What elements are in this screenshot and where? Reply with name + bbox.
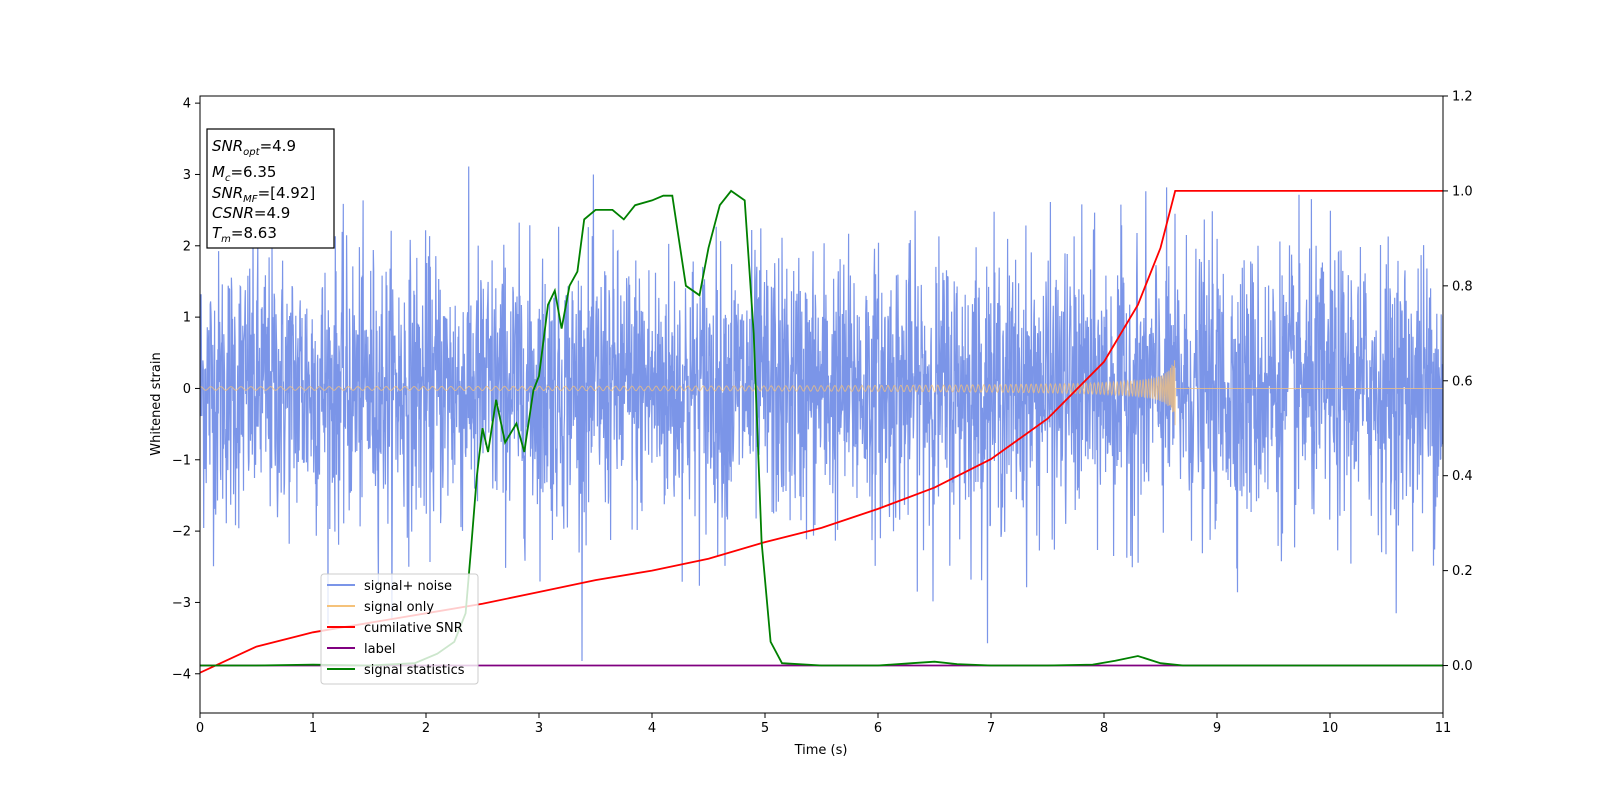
legend-label-signal-only: signal only: [364, 600, 434, 615]
signal-statistics-line: [200, 189, 1443, 667]
annotation-frame: [206, 128, 335, 249]
annotation-mc: Mc=6.35: [212, 163, 276, 184]
x-tick-label: 2: [422, 721, 430, 736]
annotation-csnr: CSNR=4.9: [212, 204, 290, 222]
y-tick-label: 4: [183, 97, 191, 112]
signal-only-line: [200, 360, 1443, 426]
x-tick-label: 4: [648, 721, 656, 736]
y2-tick-label: 0.8: [1452, 279, 1473, 294]
y-tick-label: −2: [172, 525, 191, 540]
x-tick-label: 11: [1435, 721, 1452, 736]
x-tick-label: 5: [761, 721, 769, 736]
y-axis-label: Whitened strain: [149, 352, 164, 455]
y-tick-label: 3: [183, 168, 191, 183]
x-tick-label: 0: [196, 721, 204, 736]
x-axis: 0 1 2 3 4 5 6 7 8 9 10 11: [196, 713, 1451, 736]
plot-frame: [199, 95, 1444, 714]
x-tick-label: 3: [535, 721, 543, 736]
y2-tick-label: 0.2: [1452, 564, 1473, 579]
y-tick-label: 1: [183, 311, 191, 326]
x-axis-label: Time (s): [794, 743, 848, 758]
x-tick-label: 7: [987, 721, 995, 736]
y-tick-label: 2: [183, 239, 191, 254]
legend-label-cumulative-snr: cumilative SNR: [364, 621, 463, 636]
y-tick-label: −3: [172, 596, 191, 611]
y-tick-label: −1: [172, 453, 191, 468]
y2-tick-label: 0.0: [1452, 659, 1473, 674]
signal-plus-noise-line: [200, 166, 1443, 662]
x-tick-label: 10: [1322, 721, 1339, 736]
y-tick-label: −4: [172, 667, 191, 682]
y2-tick-label: 0.6: [1452, 374, 1473, 389]
legend-frame: [320, 573, 479, 685]
x-tick-label: 6: [874, 721, 882, 736]
y-tick-label: 0: [183, 382, 191, 397]
x-tick-label: 8: [1100, 721, 1108, 736]
annotation-box: SNRopt=4.9 Mc=6.35 SNRMF=[4.92] CSNR=4.9…: [206, 128, 335, 249]
x-tick-label: 1: [309, 721, 317, 736]
legend-label-signal-statistics: signal statistics: [364, 663, 465, 678]
annotation-snr-mf: SNRMF=[4.92]: [212, 184, 315, 205]
y-axis-right: 1.2 1.0 0.8 0.6 0.4 0.2 0.0: [1443, 90, 1473, 674]
y2-tick-label: 1.0: [1452, 184, 1473, 199]
y2-tick-label: 1.2: [1452, 90, 1473, 105]
legend: signal+ noise signal only cumilative SNR…: [320, 573, 479, 685]
annotation-tm: Tm=8.63: [212, 224, 277, 245]
y2-tick-label: 0.4: [1452, 469, 1473, 484]
x-tick-label: 9: [1213, 721, 1221, 736]
annotation-snr-opt: SNRopt=4.9: [212, 137, 296, 158]
y-axis-left: 4 3 2 1 0 −1 −2 −3 −4: [172, 97, 200, 682]
legend-label-signal-noise: signal+ noise: [364, 579, 452, 594]
legend-label-label: label: [364, 642, 395, 657]
